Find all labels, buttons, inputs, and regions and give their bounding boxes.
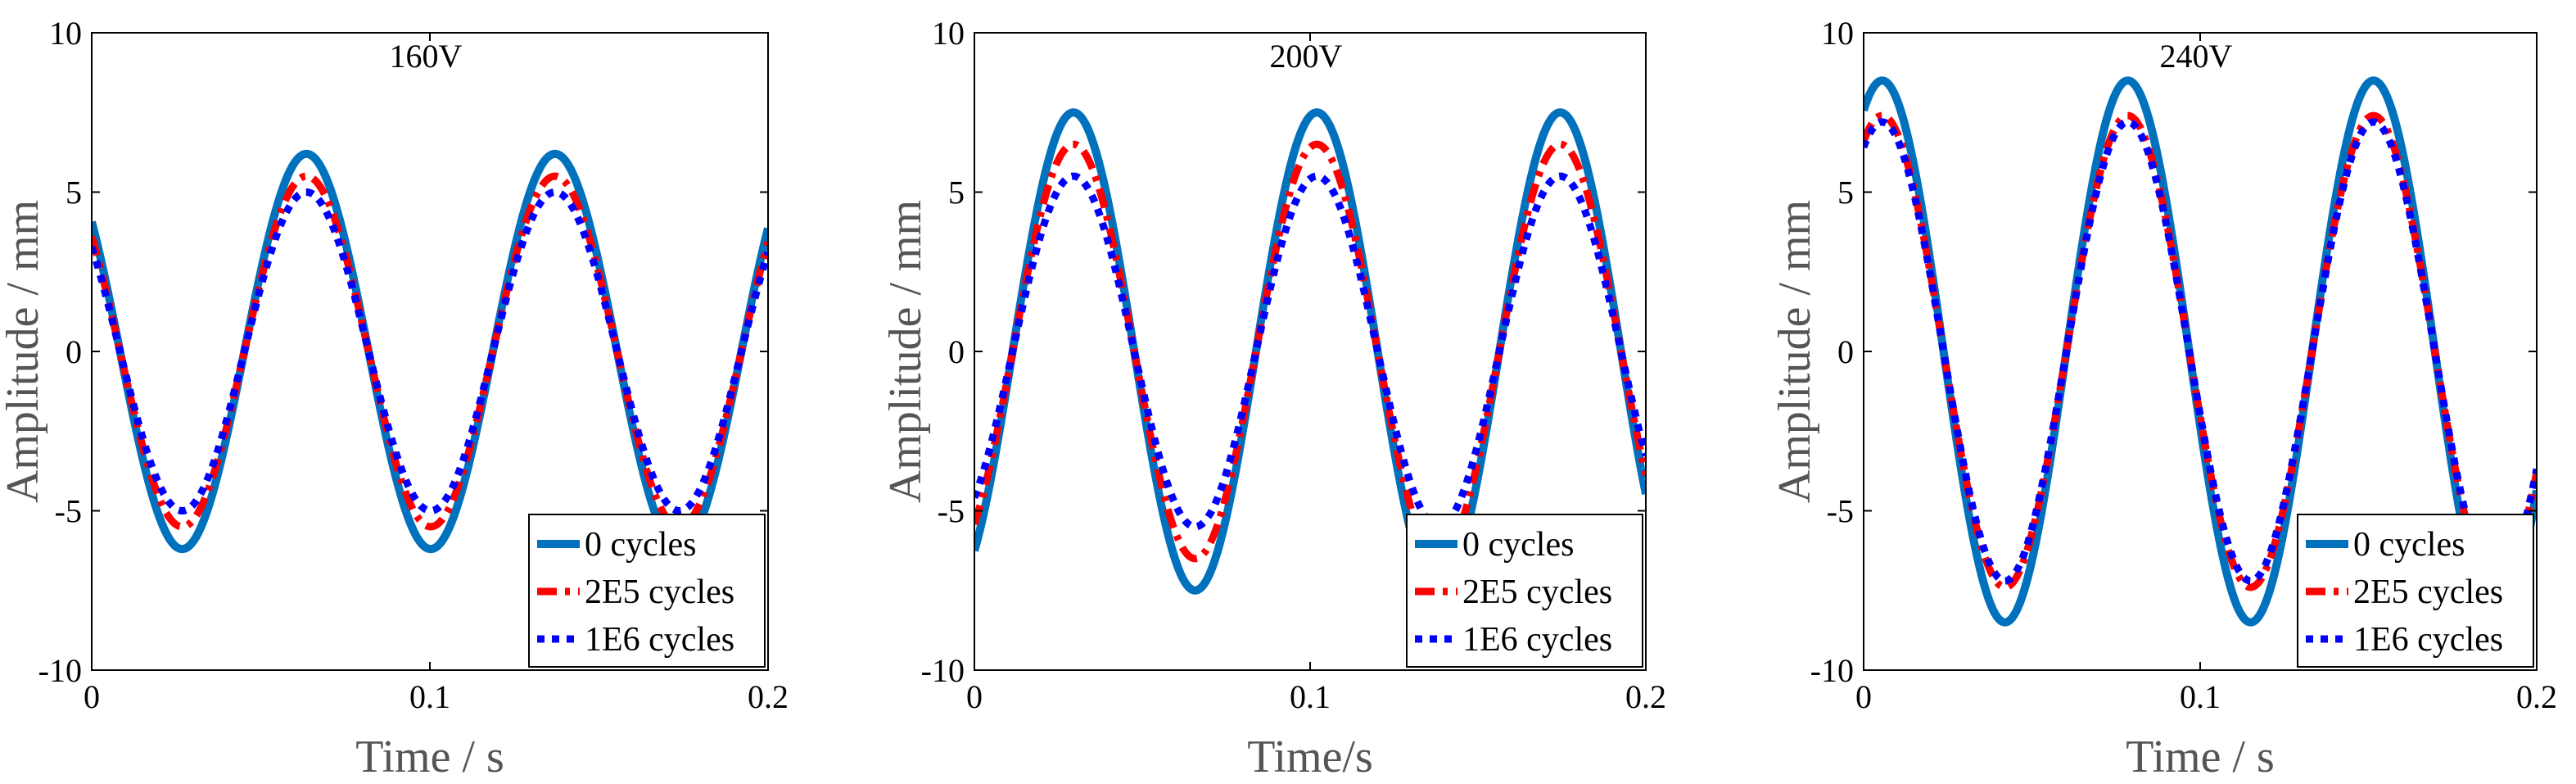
series-group	[92, 149, 768, 554]
chart-title: 160V	[390, 38, 463, 75]
x-tick-label: 0.1	[409, 678, 450, 715]
x-tick-label: 0.2	[748, 678, 789, 715]
y-tick-label: 0	[1837, 333, 1854, 370]
y-axis-label: Amplitude / mm	[0, 200, 48, 503]
y-axis-label: Amplitude / mm	[1769, 200, 1820, 503]
legend-label: 1E6 cycles	[585, 621, 734, 659]
x-axis-label: Time / s	[2126, 732, 2275, 782]
x-tick-label: 0	[966, 678, 983, 715]
legend: 0 cycles 2E5 cycles 1E6 cycles	[528, 514, 766, 668]
y-tick-label: 10	[932, 15, 965, 52]
y-tick-label: 0	[948, 333, 965, 370]
y-axis-label: Amplitude / mm	[880, 200, 931, 503]
y-tick-label: -5	[55, 493, 82, 530]
series-line-2e5-cycles	[974, 140, 1646, 563]
y-tick-label: 5	[948, 174, 965, 211]
x-tick-label: 0	[1855, 678, 1872, 715]
series-line-0-cycles	[974, 108, 1646, 595]
series-line-2e5-cycles	[92, 172, 768, 531]
series-group	[1864, 76, 2537, 627]
legend-label: 1E6 cycles	[1462, 621, 1612, 659]
x-axis-label: Time/s	[1247, 732, 1373, 782]
y-tick-label: -10	[1810, 652, 1854, 689]
x-tick-label: 0.2	[2516, 678, 2557, 715]
x-tick-label: 0	[84, 678, 100, 715]
series-line-0-cycles	[92, 149, 768, 554]
y-tick-label: 5	[1837, 174, 1854, 211]
legend-label: 0 cycles	[1462, 526, 1574, 564]
x-tick-label: 0.2	[1625, 678, 1666, 715]
series-line-1e6-cycles	[92, 188, 768, 514]
legend-label: 0 cycles	[2353, 526, 2465, 564]
x-tick-label: 0.1	[2180, 678, 2221, 715]
legend: 0 cycles 2E5 cycles 1E6 cycles	[1406, 514, 1643, 668]
chart-panel-1: -10 -5 0 5 10 0 0.1 0.2 200V Time/s Amplitude / mm…	[880, 15, 1666, 782]
chart-title: 240V	[2160, 38, 2233, 75]
legend-label: 2E5 cycles	[2353, 573, 2503, 611]
y-tick-label: 0	[66, 333, 82, 370]
legend-label: 1E6 cycles	[2353, 621, 2503, 659]
series-line-1e6-cycles	[1864, 118, 2537, 585]
legend-label: 2E5 cycles	[585, 573, 734, 611]
y-tick-label: 10	[49, 15, 82, 52]
y-tick-label: -5	[1827, 493, 1854, 530]
x-tick-label: 0.1	[1290, 678, 1331, 715]
chart-panel-2: -10 -5 0 5 10 0 0.1 0.2 240V Time / s Amplitude / …	[1769, 15, 2557, 782]
chart-title: 200V	[1270, 38, 1343, 75]
legend-label: 0 cycles	[585, 526, 696, 564]
chart-panel-0: -10 -5 0 5 10 0 0.1 0.2 160V Time / s Amplitude / …	[0, 15, 789, 782]
x-axis-label: Time / s	[355, 732, 504, 782]
y-tick-label: 5	[66, 174, 82, 211]
legend: 0 cycles 2E5 cycles 1E6 cycles	[2297, 514, 2534, 668]
legend-label: 2E5 cycles	[1462, 573, 1612, 611]
series-line-1e6-cycles	[974, 172, 1646, 531]
y-tick-label: -10	[921, 652, 965, 689]
y-tick-label: -10	[38, 652, 82, 689]
y-tick-label: 10	[1821, 15, 1854, 52]
series-group	[974, 108, 1646, 595]
y-tick-label: -5	[938, 493, 965, 530]
